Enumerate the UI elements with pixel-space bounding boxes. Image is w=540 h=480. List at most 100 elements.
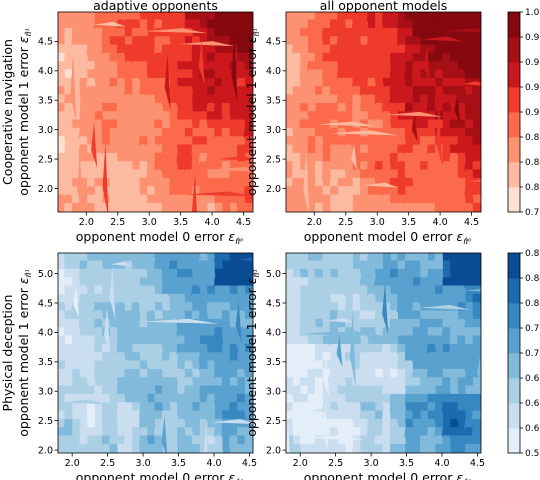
contour-cell: [315, 177, 325, 188]
contour-streak: [238, 257, 253, 261]
contour-cell: [116, 285, 127, 296]
contour-cell: [389, 327, 400, 338]
contour-cell: [381, 343, 392, 354]
contour-cell: [101, 136, 112, 147]
contour-cell: [366, 393, 377, 404]
contour-cell: [314, 111, 325, 122]
contour-streak: [382, 282, 389, 335]
contour-cell: [199, 385, 209, 396]
contour-cell: [457, 44, 467, 55]
contour-cell: [214, 202, 225, 212]
contour-cell: [352, 443, 362, 453]
contour-cell: [222, 111, 232, 122]
contour-streak: [349, 309, 356, 388]
contour-cell: [169, 293, 179, 304]
contour-cell: [131, 52, 142, 63]
contour-cell: [472, 418, 481, 430]
contour-cell: [441, 443, 452, 453]
contour-cell: [243, 144, 253, 155]
contour-streak: [462, 81, 481, 86]
contour-streak: [476, 356, 481, 382]
contour-streak: [303, 331, 354, 337]
contour-cell: [291, 302, 302, 313]
contour-cell: [139, 318, 149, 329]
colorbar-segment: [508, 62, 520, 88]
contour-cell: [176, 343, 187, 354]
contour-cell: [132, 402, 142, 413]
contour-cell: [79, 161, 89, 172]
contour-cell: [71, 111, 82, 122]
contour-cell: [286, 202, 295, 212]
contour-cell: [109, 427, 119, 438]
contour-cell: [427, 186, 437, 197]
contour-streak: [454, 93, 461, 123]
contour-cell: [450, 27, 460, 38]
contour-cell: [359, 144, 370, 155]
colorbar-segment: [508, 278, 520, 304]
contour-cell: [472, 293, 481, 304]
contour-cell: [131, 277, 142, 288]
contour-cell: [397, 402, 407, 413]
contour-cell: [457, 410, 467, 421]
colorbar-segment: [508, 303, 520, 329]
contour-cell: [442, 144, 452, 155]
contour-cell: [351, 268, 362, 279]
contour-cell: [329, 77, 340, 88]
contour-cell: [382, 52, 392, 63]
contour-cell: [243, 302, 253, 313]
contour-cell: [427, 277, 437, 288]
contour-cell: [344, 86, 355, 97]
contour-cell: [464, 260, 475, 271]
x-tick-label: 2.5: [328, 458, 343, 469]
contour-cell: [86, 111, 97, 122]
contour-cell: [441, 169, 452, 180]
contour-cell: [162, 152, 172, 163]
colorbar-segment: [508, 187, 520, 213]
contour-cell: [244, 44, 253, 56]
contour-cell: [315, 61, 325, 72]
contour-streak: [411, 112, 418, 142]
colorbar-segment: [508, 328, 520, 354]
y-tick-label: 4.5: [266, 298, 281, 309]
contour-cell: [412, 443, 422, 453]
y-tick-label: 2.5: [266, 154, 281, 165]
colorbar-segment: [508, 428, 520, 454]
contour-cell: [330, 202, 340, 212]
contour-cell: [124, 443, 134, 453]
contour-streak: [73, 285, 80, 318]
contour-cell: [359, 19, 370, 30]
contour-cell: [71, 136, 82, 147]
contour-cell: [292, 19, 302, 30]
contour-cell: [236, 202, 247, 212]
contour-cell: [86, 94, 97, 105]
y-tick-label: 3.5: [266, 357, 281, 368]
contour-cell: [286, 152, 295, 163]
contour-cell: [314, 202, 325, 212]
contour-cell: [101, 360, 112, 371]
contour-cell: [244, 136, 253, 147]
contour-cell: [314, 393, 325, 404]
contour-cell: [472, 202, 481, 212]
contour-cell: [419, 443, 430, 453]
contour-cell: [359, 169, 370, 180]
contour-streak: [309, 330, 385, 336]
contour-cell: [146, 443, 157, 453]
colorbar-segment: [508, 253, 520, 279]
contour-cell: [176, 152, 187, 163]
contour-cell: [161, 335, 172, 346]
contour-cell: [229, 202, 240, 212]
contour-cell: [419, 352, 430, 363]
contour-cell: [146, 61, 157, 72]
contour-cell: [390, 194, 400, 205]
contour-cell: [124, 293, 134, 304]
contour-streak: [217, 448, 218, 453]
contour-streak: [192, 171, 197, 212]
contour-cell: [322, 127, 332, 138]
contour-cell: [169, 144, 179, 155]
contour-cell: [306, 177, 317, 188]
contour-streak: [216, 156, 253, 161]
colorbar-tick-label: 0.96: [525, 58, 540, 68]
contour-cell: [131, 443, 142, 453]
contour-cell: [472, 277, 481, 288]
contour-cell: [411, 77, 422, 88]
